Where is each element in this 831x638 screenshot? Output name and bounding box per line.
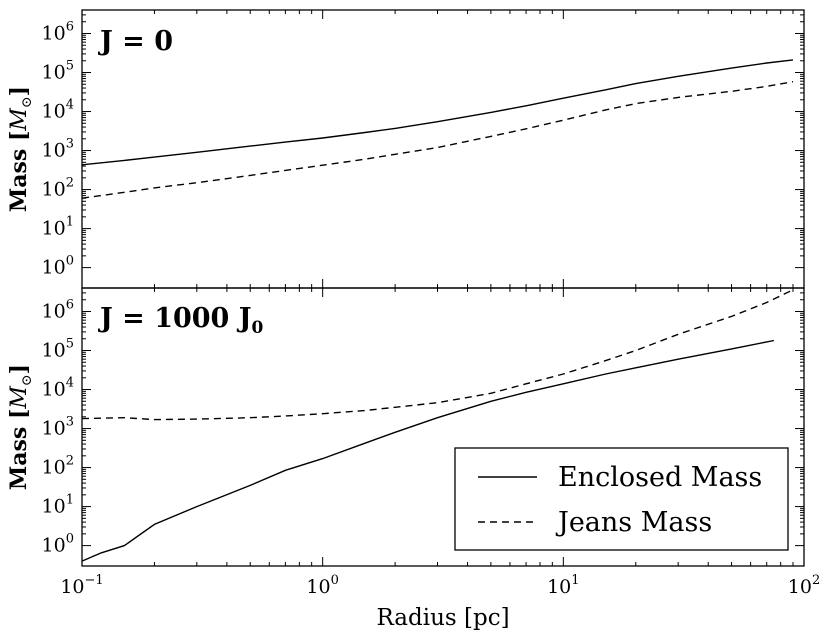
y-axis-label-top: Mass [M⊙] bbox=[6, 86, 35, 212]
legend-label-enclosed: Enclosed Mass bbox=[558, 462, 762, 493]
y-tick-label-bottom-1: 101 bbox=[42, 493, 74, 518]
y-tick-label-top-4: 104 bbox=[42, 98, 74, 123]
panel-label-top: J = 0 bbox=[98, 26, 173, 57]
y-tick-label-bottom-4: 104 bbox=[42, 376, 74, 401]
y-ticks-bottom: 100 101 102 103 104 105 106 bbox=[42, 287, 804, 557]
panel-label-bottom: J = 1000 J0 bbox=[98, 303, 264, 338]
series-bottom bbox=[81, 289, 794, 562]
y-tick-label-bottom-6: 106 bbox=[42, 297, 74, 322]
panel-j1000: 100 101 102 103 104 105 106 10−1 100 101 102 J = … bbox=[6, 287, 820, 631]
y-tick-label-top-6: 106 bbox=[42, 19, 74, 44]
jeans-mass-line-top bbox=[81, 81, 794, 199]
y-ticks-top: 100 101 102 103 104 105 106 bbox=[42, 9, 805, 288]
legend: Enclosed Mass Jeans Mass bbox=[454, 447, 789, 551]
y-tick-label-bottom-5: 105 bbox=[42, 337, 74, 362]
y-tick-label-bottom-2: 102 bbox=[42, 454, 74, 479]
y-tick-label-top-3: 103 bbox=[42, 137, 74, 162]
x-tick-label-0: 10−1 bbox=[60, 573, 103, 598]
y-tick-label-bottom-0: 100 bbox=[42, 532, 74, 557]
enclosed-mass-line-top bbox=[81, 59, 794, 166]
series-top bbox=[81, 59, 794, 199]
y-tick-label-top-2: 102 bbox=[42, 176, 74, 201]
y-axis-label-bottom: Mass [M⊙] bbox=[6, 364, 35, 490]
legend-label-jeans: Jeans Mass bbox=[555, 507, 712, 538]
x-tick-label-1: 100 bbox=[306, 573, 338, 598]
jeans-mass-line-bottom bbox=[81, 289, 794, 421]
y-tick-label-bottom-3: 103 bbox=[42, 415, 74, 440]
y-tick-label-top-0: 100 bbox=[42, 254, 74, 279]
plot-frame-bottom bbox=[81, 287, 805, 567]
legend-box bbox=[454, 447, 789, 551]
x-ticks-bottom: 10−1 100 101 102 bbox=[60, 288, 820, 598]
x-tick-label-2: 101 bbox=[547, 573, 579, 598]
x-tick-label-3: 102 bbox=[788, 573, 820, 598]
enclosed-mass-line-bottom bbox=[81, 339, 775, 562]
x-axis-label: Radius [pc] bbox=[376, 605, 509, 631]
y-tick-label-top-5: 105 bbox=[42, 59, 74, 84]
plot-frame-top bbox=[81, 9, 805, 289]
y-tick-label-top-1: 101 bbox=[42, 215, 74, 240]
panel-j0: 100 101 102 103 104 105 106 J = 0 Mass [M⊙] bbox=[6, 9, 805, 289]
